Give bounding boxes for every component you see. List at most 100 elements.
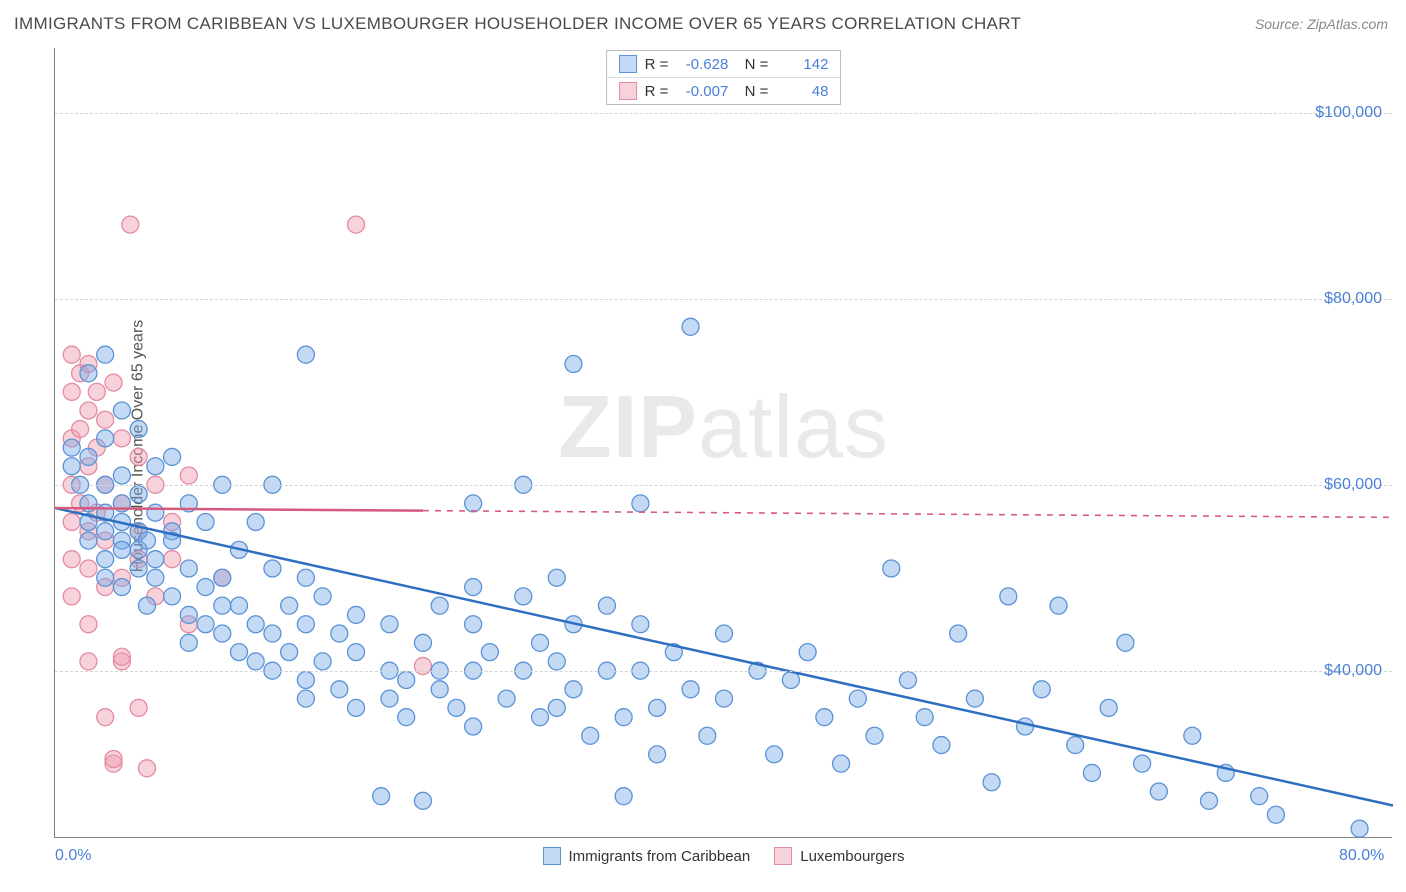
scatter-point [716, 625, 733, 642]
scatter-point [532, 634, 549, 651]
scatter-point [113, 430, 130, 447]
scatter-point [1050, 597, 1067, 614]
legend-label-2: Luxembourgers [800, 848, 904, 865]
scatter-point [414, 658, 431, 675]
x-tick-label: 0.0% [55, 847, 91, 865]
scatter-point [138, 760, 155, 777]
x-tick-label: 80.0% [1339, 847, 1384, 865]
scatter-point [414, 634, 431, 651]
bottom-legend: Immigrants from Caribbean Luxembourgers [543, 847, 905, 865]
legend-label-1: Immigrants from Caribbean [569, 848, 751, 865]
scatter-point [431, 681, 448, 698]
scatter-point [381, 616, 398, 633]
scatter-point [164, 551, 181, 568]
legend-swatch-2 [774, 847, 792, 865]
scatter-point [97, 523, 114, 540]
y-tick-label: $40,000 [1324, 662, 1382, 680]
scatter-point [1267, 806, 1284, 823]
scatter-point [348, 606, 365, 623]
legend-item-series2: Luxembourgers [774, 847, 904, 865]
scatter-point [297, 346, 314, 363]
gridline [55, 299, 1392, 300]
scatter-point [649, 699, 666, 716]
scatter-point [147, 551, 164, 568]
scatter-point [448, 699, 465, 716]
scatter-point [548, 569, 565, 586]
scatter-point [682, 318, 699, 335]
scatter-point [398, 672, 415, 689]
scatter-point [80, 402, 97, 419]
scatter-point [180, 634, 197, 651]
scatter-point [950, 625, 967, 642]
scatter-point [63, 514, 80, 531]
scatter-point [297, 672, 314, 689]
scatter-point [598, 597, 615, 614]
scatter-point [615, 788, 632, 805]
scatter-point [164, 588, 181, 605]
scatter-point [247, 616, 264, 633]
scatter-point [180, 606, 197, 623]
scatter-point [297, 569, 314, 586]
scatter-point [331, 681, 348, 698]
scatter-point [297, 690, 314, 707]
scatter-point [1067, 737, 1084, 754]
scatter-point [716, 690, 733, 707]
y-tick-label: $100,000 [1315, 104, 1382, 122]
scatter-point [130, 448, 147, 465]
scatter-point [105, 374, 122, 391]
scatter-point [63, 383, 80, 400]
scatter-point [548, 699, 565, 716]
scatter-point [833, 755, 850, 772]
source-attribution: Source: ZipAtlas.com [1255, 16, 1388, 32]
scatter-point [766, 746, 783, 763]
scatter-point [314, 653, 331, 670]
scatter-point [632, 495, 649, 512]
scatter-point [682, 681, 699, 698]
scatter-point [548, 653, 565, 670]
scatter-point [197, 616, 214, 633]
scatter-point [899, 672, 916, 689]
legend-item-series1: Immigrants from Caribbean [543, 847, 751, 865]
scatter-point [80, 365, 97, 382]
scatter-point [966, 690, 983, 707]
scatter-point [373, 788, 390, 805]
scatter-point [414, 792, 431, 809]
scatter-point [849, 690, 866, 707]
scatter-point [97, 709, 114, 726]
scatter-point [281, 644, 298, 661]
scatter-point [105, 751, 122, 768]
scatter-point [80, 532, 97, 549]
scatter-point [1251, 788, 1268, 805]
scatter-point [933, 737, 950, 754]
scatter-point [113, 467, 130, 484]
scatter-point [63, 551, 80, 568]
scatter-point [465, 616, 482, 633]
scatter-point [297, 616, 314, 633]
scatter-point [264, 625, 281, 642]
scatter-point [883, 560, 900, 577]
scatter-point [398, 709, 415, 726]
scatter-point [314, 588, 331, 605]
scatter-point [80, 616, 97, 633]
scatter-point [97, 411, 114, 428]
scatter-point [180, 467, 197, 484]
gridline [55, 485, 1392, 486]
scatter-point [80, 653, 97, 670]
scatter-point [130, 699, 147, 716]
scatter-point [72, 421, 89, 438]
scatter-point [866, 727, 883, 744]
scatter-point [214, 569, 231, 586]
scatter-point [699, 727, 716, 744]
scatter-point [281, 597, 298, 614]
scatter-point [515, 588, 532, 605]
scatter-point [214, 597, 231, 614]
correlation-chart: IMMIGRANTS FROM CARIBBEAN VS LUXEMBOURGE… [0, 0, 1406, 892]
scatter-point [565, 681, 582, 698]
scatter-point [113, 402, 130, 419]
scatter-point [1184, 727, 1201, 744]
scatter-point [80, 448, 97, 465]
scatter-point [138, 532, 155, 549]
scatter-point [1117, 634, 1134, 651]
scatter-point [130, 560, 147, 577]
scatter-point [63, 346, 80, 363]
